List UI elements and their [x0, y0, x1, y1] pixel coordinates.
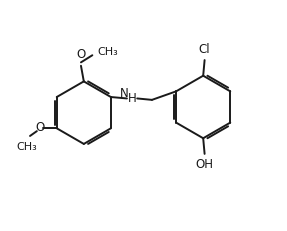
Text: O: O	[76, 49, 86, 61]
Text: O: O	[35, 121, 44, 134]
Text: CH₃: CH₃	[97, 47, 118, 57]
Text: Cl: Cl	[199, 43, 210, 56]
Text: OH: OH	[196, 158, 214, 171]
Text: CH₃: CH₃	[16, 142, 37, 152]
Text: N: N	[120, 87, 129, 100]
Text: H: H	[128, 92, 136, 105]
